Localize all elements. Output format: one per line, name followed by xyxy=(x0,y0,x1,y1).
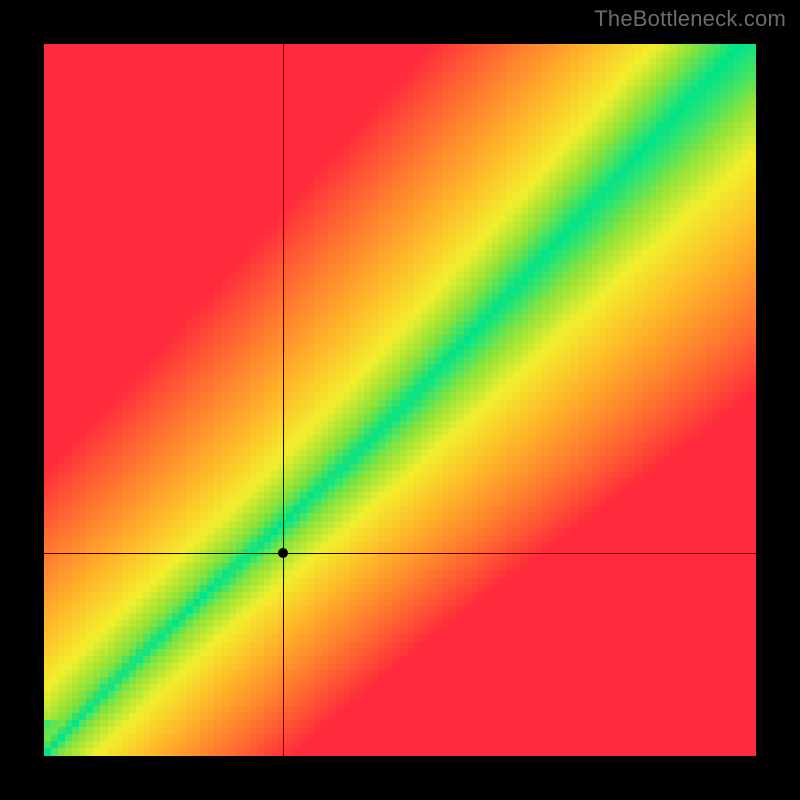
crosshair-horizontal xyxy=(44,553,756,554)
watermark-label: TheBottleneck.com xyxy=(594,6,786,32)
crosshair-vertical xyxy=(283,44,284,756)
bottleneck-heatmap xyxy=(44,44,756,756)
chart-frame: TheBottleneck.com xyxy=(0,0,800,800)
crosshair-marker xyxy=(278,548,288,558)
